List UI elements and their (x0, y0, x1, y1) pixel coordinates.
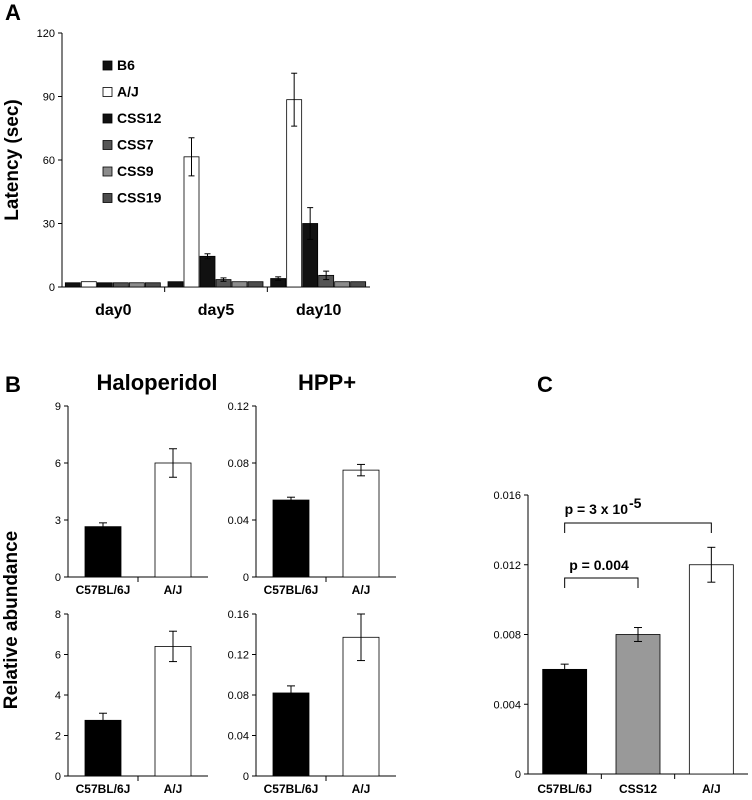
bar-css12 (199, 255, 216, 288)
y-tick-label: 0 (243, 572, 249, 584)
p-value-css12: p = 0.004 (569, 557, 629, 573)
haloperidol-title: Haloperidol (96, 370, 217, 395)
hpp-title: HPP+ (298, 370, 356, 395)
x-category-label: A/J (164, 782, 183, 796)
bar-c57bl6j (272, 499, 310, 578)
bar-aj (154, 646, 192, 777)
y-tick-label: 4 (55, 690, 61, 702)
y-tick-label: 6 (55, 458, 61, 470)
p-value-aj-exponent: -5 (629, 495, 642, 511)
panel-a-ylabel: Latency (sec) (2, 99, 23, 220)
bar-css19 (144, 282, 161, 288)
y-tick-label: 6 (55, 650, 61, 662)
y-tick-label: 9 (55, 401, 61, 413)
bar-c57bl6j (542, 668, 588, 775)
y-tick-label: 0.016 (493, 490, 521, 502)
bar-aj (342, 469, 380, 578)
panel-b-ylabel: Relative abundance (1, 531, 22, 709)
bar-aj (154, 462, 192, 578)
y-tick-label: 0.04 (228, 515, 249, 527)
y-tick-label: 0.12 (228, 650, 249, 662)
y-tick-label: 30 (43, 219, 55, 231)
y-tick-label: 0.16 (228, 609, 249, 621)
x-category-label: A/J (352, 583, 371, 597)
y-tick-label: 0 (55, 572, 61, 584)
y-tick-label: 0.04 (228, 731, 249, 743)
bar-css12 (96, 282, 113, 288)
legend-label: CSS19 (117, 190, 162, 206)
x-category-label: CSS12 (619, 782, 657, 796)
bar-css12 (615, 634, 661, 775)
legend-swatch (102, 87, 113, 97)
x-category-label: C57BL/6J (264, 782, 319, 796)
bar-aj (688, 564, 734, 775)
y-tick-label: 0.004 (493, 699, 521, 711)
bar-css19 (247, 281, 264, 288)
legend-swatch (102, 60, 113, 71)
legend-label: CSS9 (117, 163, 154, 179)
x-category-label: day10 (296, 302, 341, 319)
y-tick-label: 0 (515, 769, 521, 781)
x-category-label: C57BL/6J (76, 583, 131, 597)
y-tick-label: 0.08 (228, 458, 249, 470)
y-tick-label: 120 (37, 28, 55, 40)
legend-swatch (102, 113, 113, 124)
x-category-label: C57BL/6J (76, 782, 131, 796)
legend-swatch (102, 140, 113, 150)
x-category-label: C57BL/6J (537, 782, 592, 796)
y-tick-label: 0.12 (228, 401, 249, 413)
legend-swatch (102, 193, 113, 203)
y-tick-label: 90 (43, 92, 55, 104)
panel-c-letter: C (537, 372, 553, 397)
y-tick-label: 0 (243, 771, 249, 783)
bar-aj (80, 281, 97, 288)
y-tick-label: 0 (49, 282, 55, 294)
legend-label: CSS7 (117, 137, 154, 153)
bar-css19 (350, 281, 367, 288)
x-category-label: A/J (164, 583, 183, 597)
x-category-label: A/J (352, 782, 371, 796)
p-value-aj: p = 3 x 10 (565, 501, 629, 517)
x-category-label: day5 (198, 302, 235, 319)
y-tick-label: 0 (55, 771, 61, 783)
legend-label: A/J (117, 84, 139, 100)
legend-swatch (102, 166, 113, 177)
bar-aj (286, 99, 303, 288)
x-category-label: A/J (702, 782, 721, 796)
bar-c57bl6j (84, 526, 122, 578)
legend-label: CSS12 (117, 110, 162, 126)
bar-c57bl6j (272, 692, 310, 777)
bar-css9 (334, 281, 351, 288)
bar-c57bl6j (84, 719, 122, 777)
legend-label: B6 (117, 57, 135, 73)
significance-bracket (564, 522, 712, 533)
x-category-label: C57BL/6J (264, 583, 319, 597)
panel-a-letter: A (5, 0, 21, 25)
panel-b-letter: B (5, 372, 21, 397)
y-tick-label: 8 (55, 609, 61, 621)
y-tick-label: 0.08 (228, 690, 249, 702)
x-category-label: day0 (95, 302, 132, 319)
y-tick-label: 2 (55, 731, 61, 743)
bar-b6 (167, 281, 184, 288)
y-tick-label: 3 (55, 515, 61, 527)
bar-css9 (231, 281, 248, 288)
y-tick-label: 60 (43, 155, 55, 167)
bar-css7 (112, 282, 129, 288)
y-tick-label: 0.008 (493, 630, 521, 642)
significance-bracket (564, 577, 639, 588)
bar-b6 (64, 282, 81, 288)
y-tick-label: 0.012 (493, 560, 521, 572)
bar-css9 (128, 282, 145, 288)
